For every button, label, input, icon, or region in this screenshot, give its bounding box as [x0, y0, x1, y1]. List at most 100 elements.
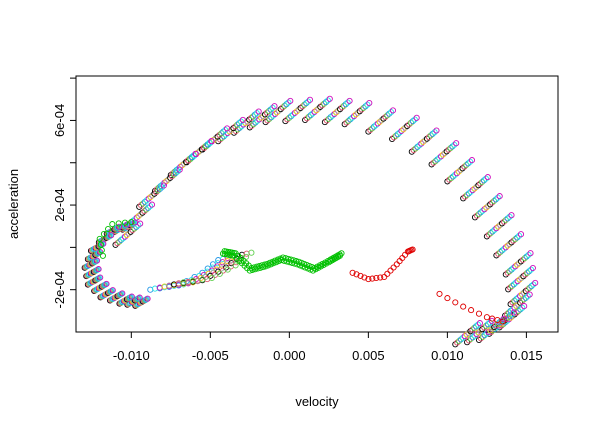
- data-point: [303, 100, 310, 107]
- data-point: [416, 142, 423, 149]
- data-point: [270, 112, 277, 119]
- data-point: [372, 122, 379, 129]
- data-point: [177, 163, 184, 170]
- data-point: [471, 332, 478, 339]
- data-point: [485, 231, 492, 238]
- data-point: [517, 306, 524, 313]
- data-point: [469, 326, 476, 333]
- data-point: [157, 185, 164, 192]
- data-point: [480, 177, 488, 184]
- data-point: [518, 274, 525, 281]
- data-point: [506, 240, 513, 248]
- data-point: [495, 223, 502, 230]
- data-point: [425, 134, 432, 141]
- data-point: [469, 187, 476, 194]
- data-point: [255, 108, 262, 115]
- data-point: [517, 292, 524, 299]
- data-point: [517, 258, 525, 265]
- data-point: [499, 220, 506, 227]
- data-point: [267, 106, 274, 113]
- data-point: [485, 202, 492, 209]
- data-point: [284, 116, 291, 123]
- data-point: [445, 146, 452, 153]
- data-point: [389, 135, 396, 143]
- data-point: [322, 99, 330, 106]
- y-axis-label: acceleration: [6, 169, 21, 239]
- data-point: [288, 113, 295, 120]
- data-point: [499, 318, 506, 325]
- data-point: [228, 126, 235, 133]
- data-point: [475, 211, 482, 218]
- data-point: [404, 122, 411, 130]
- data-point: [172, 169, 179, 176]
- data-point: [468, 307, 475, 314]
- data-point: [515, 294, 522, 301]
- data-point: [467, 335, 474, 342]
- data-point: [286, 114, 293, 121]
- data-point: [483, 322, 490, 329]
- data-point: [143, 197, 150, 204]
- data-point: [272, 110, 279, 118]
- data-point: [273, 109, 281, 116]
- data-point: [484, 321, 492, 328]
- data-point: [311, 108, 318, 115]
- data-point: [206, 139, 213, 146]
- data-point: [510, 237, 517, 244]
- y-tick-label: 2e-04: [52, 188, 67, 221]
- data-point: [384, 112, 391, 119]
- data-point: [167, 171, 174, 179]
- data-point: [506, 213, 513, 220]
- data-point: [527, 250, 534, 257]
- data-point: [251, 111, 258, 118]
- data-point: [268, 114, 275, 121]
- data-point: [514, 261, 521, 268]
- data-point: [236, 120, 243, 127]
- data-point: [163, 178, 170, 185]
- data-point: [138, 202, 145, 209]
- data-point: [488, 317, 495, 324]
- data-point: [443, 148, 450, 155]
- y-axis: -2e-04 2e-04 6e-04: [52, 77, 76, 308]
- data-point: [347, 116, 354, 123]
- data-point: [190, 152, 197, 159]
- data-point: [246, 116, 253, 123]
- data-point: [457, 336, 465, 343]
- data-point: [98, 247, 105, 254]
- data-point: [465, 160, 472, 167]
- data-point: [427, 132, 434, 139]
- data-point: [100, 230, 107, 238]
- data-point: [504, 269, 511, 276]
- data-point: [119, 290, 126, 297]
- data-point: [438, 153, 445, 160]
- data-point: [248, 249, 255, 256]
- data-point: [493, 225, 500, 232]
- data-point: [513, 302, 520, 309]
- data-point: [491, 226, 498, 233]
- data-point: [530, 281, 537, 288]
- data-point: [151, 190, 158, 197]
- plot-frame: [75, 75, 559, 333]
- data-point: [400, 126, 407, 133]
- data-point: [398, 127, 405, 134]
- data-point: [345, 117, 352, 125]
- data-point: [342, 101, 349, 108]
- data-point: [476, 320, 483, 327]
- data-point: [494, 194, 501, 201]
- data-point: [174, 168, 181, 175]
- data-point: [200, 144, 207, 151]
- data-point: [216, 270, 223, 277]
- data-point: [481, 206, 488, 213]
- data-point: [493, 322, 500, 329]
- data-point: [297, 104, 304, 112]
- data-point: [266, 259, 273, 266]
- data-point: [414, 143, 421, 150]
- data-point: [208, 274, 215, 282]
- data-point: [253, 110, 260, 117]
- data-point: [121, 233, 129, 240]
- x-tick-label: -0.010: [113, 348, 150, 363]
- data-point: [175, 165, 182, 172]
- data-point: [389, 107, 397, 114]
- data-point: [216, 131, 223, 138]
- data-point: [436, 290, 443, 297]
